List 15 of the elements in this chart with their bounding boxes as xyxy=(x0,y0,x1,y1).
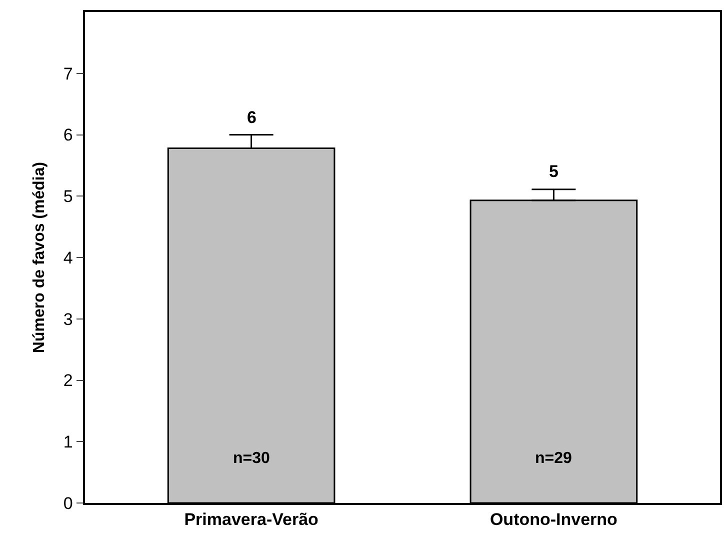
y-tick-label: 5 xyxy=(63,187,73,206)
y-tick-label: 0 xyxy=(63,494,73,513)
y-tick-label: 4 xyxy=(63,248,73,268)
x-tick-label: Primavera-Verão xyxy=(184,510,318,530)
y-tick-label: 3 xyxy=(63,310,73,329)
y-tick-label: 7 xyxy=(63,64,73,84)
y-tick-label: 2 xyxy=(63,371,73,390)
annotation: n=29 xyxy=(535,450,572,467)
data-label: 5 xyxy=(549,162,558,181)
y-axis-title: Número de favos (média) xyxy=(30,162,48,354)
y-tick-label: 6 xyxy=(63,126,73,145)
x-tick-label: Outono-Inverno xyxy=(490,510,618,530)
data-label: 6 xyxy=(247,108,256,127)
annotation: n=30 xyxy=(233,450,270,467)
y-tick-label: 1 xyxy=(63,432,73,452)
